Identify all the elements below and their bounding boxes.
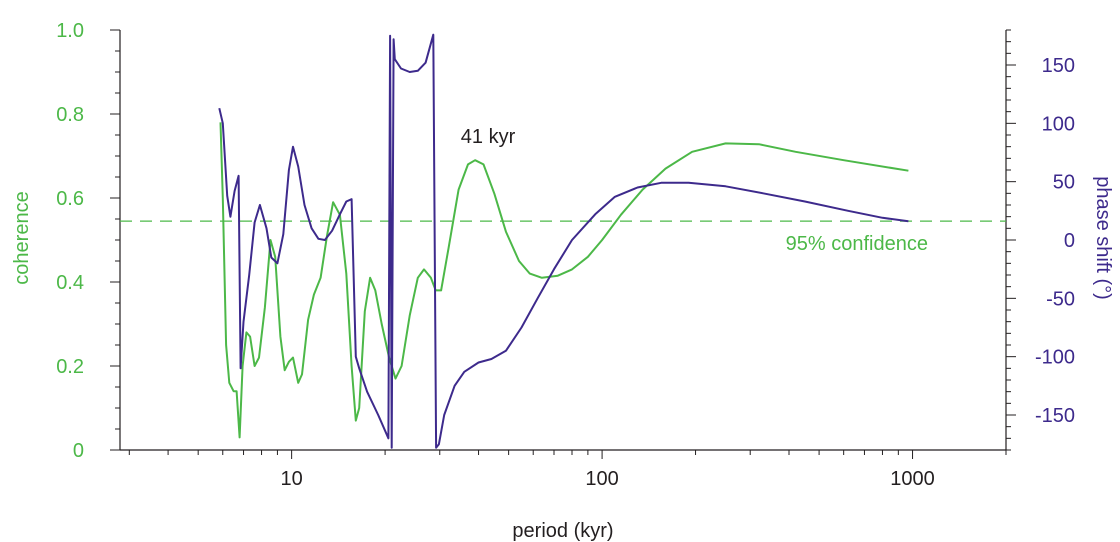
right-tick-label: 100: [1042, 113, 1075, 135]
left-tick-label: 0.6: [56, 188, 84, 210]
left-tick-label: 0.4: [56, 272, 84, 294]
right-tick-label: -150: [1035, 405, 1075, 427]
coherence-series-line: [219, 122, 909, 439]
x-tick-label: 10: [281, 468, 303, 490]
right-tick-label: -50: [1046, 288, 1075, 310]
confidence-label: 95% confidence: [786, 233, 928, 255]
x-axis-title: period (kyr): [512, 520, 613, 542]
labels-group: period (kyr) coherence phase shift (°) 9…: [11, 126, 1114, 542]
left-axis-title: coherence: [11, 191, 33, 284]
right-tick-label: 150: [1042, 55, 1075, 77]
axes: 10 100 1000 0 0.2 0.4 0.6 0.8 1.0 150 100 50 0 -50 -10…: [56, 20, 1075, 490]
left-tick-label: 0: [73, 440, 84, 462]
left-tick-label: 0.2: [56, 356, 84, 378]
right-axis-title: phase shift (°): [1092, 176, 1114, 300]
left-tick-label: 0.8: [56, 104, 84, 126]
annotation-41kyr: 41 kyr: [461, 126, 516, 148]
x-tick-label: 1000: [890, 468, 935, 490]
right-tick-label: -100: [1035, 347, 1075, 369]
x-tick-label: 100: [585, 468, 618, 490]
left-tick-label: 1.0: [56, 20, 84, 42]
series-group: [218, 33, 909, 449]
right-tick-label: 50: [1053, 172, 1075, 194]
right-tick-label: 0: [1064, 230, 1075, 252]
phase-series-line: [218, 33, 909, 449]
